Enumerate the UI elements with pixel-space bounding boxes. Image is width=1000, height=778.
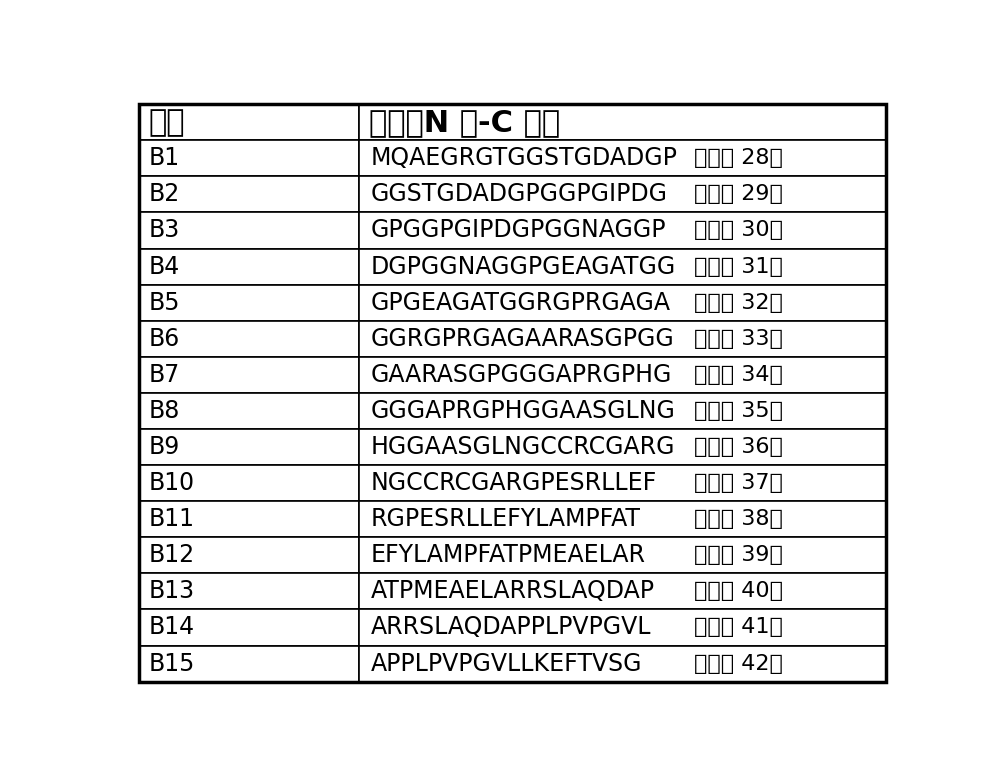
Text: B7: B7: [148, 363, 180, 387]
Bar: [359, 501, 886, 538]
Bar: [139, 501, 359, 538]
Bar: [139, 573, 359, 609]
Text: GPGGPGIPDGPGGNAGGP: GPGGPGIPDGPGGNAGGP: [371, 219, 666, 243]
Text: （序列 33）: （序列 33）: [694, 329, 783, 349]
Text: ATPMEAELARRSLAQDAP: ATPMEAELARRSLAQDAP: [371, 580, 655, 604]
Bar: [139, 285, 359, 321]
Text: B13: B13: [148, 580, 194, 604]
Text: （序列 28）: （序列 28）: [694, 149, 783, 168]
Text: （序列 40）: （序列 40）: [694, 581, 783, 601]
Bar: [359, 429, 886, 465]
Text: B11: B11: [148, 507, 194, 531]
Text: EFYLAMPFATPMEAELAR: EFYLAMPFATPMEAELAR: [371, 543, 646, 567]
Text: 序列（N 端-C 端）: 序列（N 端-C 端）: [369, 107, 560, 137]
Bar: [139, 646, 359, 682]
Text: （序列 36）: （序列 36）: [694, 437, 783, 457]
Text: GGRGPRGAGAARASGPGG: GGRGPRGAGAARASGPGG: [371, 327, 675, 351]
Bar: [359, 357, 886, 393]
Text: B15: B15: [148, 652, 195, 675]
Text: B8: B8: [148, 399, 180, 423]
Bar: [139, 393, 359, 429]
Text: APPLPVPGVLLKEFTVSG: APPLPVPGVLLKEFTVSG: [371, 652, 642, 675]
Text: NGCCRCGARGPESRLLEF: NGCCRCGARGPESRLLEF: [371, 471, 657, 495]
Bar: [359, 573, 886, 609]
Bar: [139, 140, 359, 177]
Text: B4: B4: [148, 254, 180, 279]
Text: ARRSLAQDAPPLPVPGVL: ARRSLAQDAPPLPVPGVL: [371, 615, 651, 640]
Bar: [139, 429, 359, 465]
Text: GGSTGDADGPGGPGIPDG: GGSTGDADGPGGPGIPDG: [371, 182, 668, 206]
Text: 名称: 名称: [148, 107, 185, 137]
Bar: [359, 538, 886, 573]
Text: GAARASGPGGGAPRGPHG: GAARASGPGGGAPRGPHG: [371, 363, 672, 387]
Bar: [359, 393, 886, 429]
Bar: [359, 212, 886, 248]
Text: B6: B6: [148, 327, 180, 351]
Bar: [139, 357, 359, 393]
Bar: [359, 646, 886, 682]
Text: （序列 42）: （序列 42）: [694, 654, 783, 674]
Text: HGGAASGLNGCCRCGARG: HGGAASGLNGCCRCGARG: [371, 435, 675, 459]
Text: （序列 29）: （序列 29）: [694, 184, 783, 205]
Text: B9: B9: [148, 435, 180, 459]
Bar: [359, 177, 886, 212]
Bar: [139, 465, 359, 501]
Bar: [139, 321, 359, 357]
Text: B3: B3: [148, 219, 180, 243]
Text: GPGEAGATGGRGPRGAGA: GPGEAGATGGRGPRGAGA: [371, 291, 671, 314]
Text: （序列 30）: （序列 30）: [694, 220, 783, 240]
Text: B10: B10: [148, 471, 194, 495]
Bar: [359, 321, 886, 357]
Bar: [139, 248, 359, 285]
Text: （序列 31）: （序列 31）: [694, 257, 783, 276]
Text: GGGAPRGPHGGAASGLNG: GGGAPRGPHGGAASGLNG: [371, 399, 676, 423]
Bar: [359, 465, 886, 501]
Text: （序列 41）: （序列 41）: [694, 618, 783, 637]
Text: （序列 32）: （序列 32）: [694, 293, 783, 313]
Text: （序列 35）: （序列 35）: [694, 401, 783, 421]
Bar: [139, 104, 359, 140]
Bar: [359, 609, 886, 646]
Text: （序列 38）: （序列 38）: [694, 510, 783, 529]
Bar: [139, 538, 359, 573]
Bar: [139, 177, 359, 212]
Text: B12: B12: [148, 543, 194, 567]
Bar: [359, 104, 886, 140]
Text: DGPGGNAGGPGEAGATGG: DGPGGNAGGPGEAGATGG: [371, 254, 676, 279]
Text: B2: B2: [148, 182, 180, 206]
Text: B1: B1: [148, 146, 179, 170]
Bar: [359, 285, 886, 321]
Bar: [359, 140, 886, 177]
Text: （序列 34）: （序列 34）: [694, 365, 783, 385]
Bar: [139, 609, 359, 646]
Text: MQAEGRGTGGSTGDADGP: MQAEGRGTGGSTGDADGP: [371, 146, 678, 170]
Bar: [359, 248, 886, 285]
Text: RGPESRLLEFYLAMPFAT: RGPESRLLEFYLAMPFAT: [371, 507, 641, 531]
Bar: [139, 212, 359, 248]
Text: （序列 37）: （序列 37）: [694, 473, 783, 493]
Text: B14: B14: [148, 615, 194, 640]
Text: （序列 39）: （序列 39）: [694, 545, 783, 566]
Text: B5: B5: [148, 291, 180, 314]
